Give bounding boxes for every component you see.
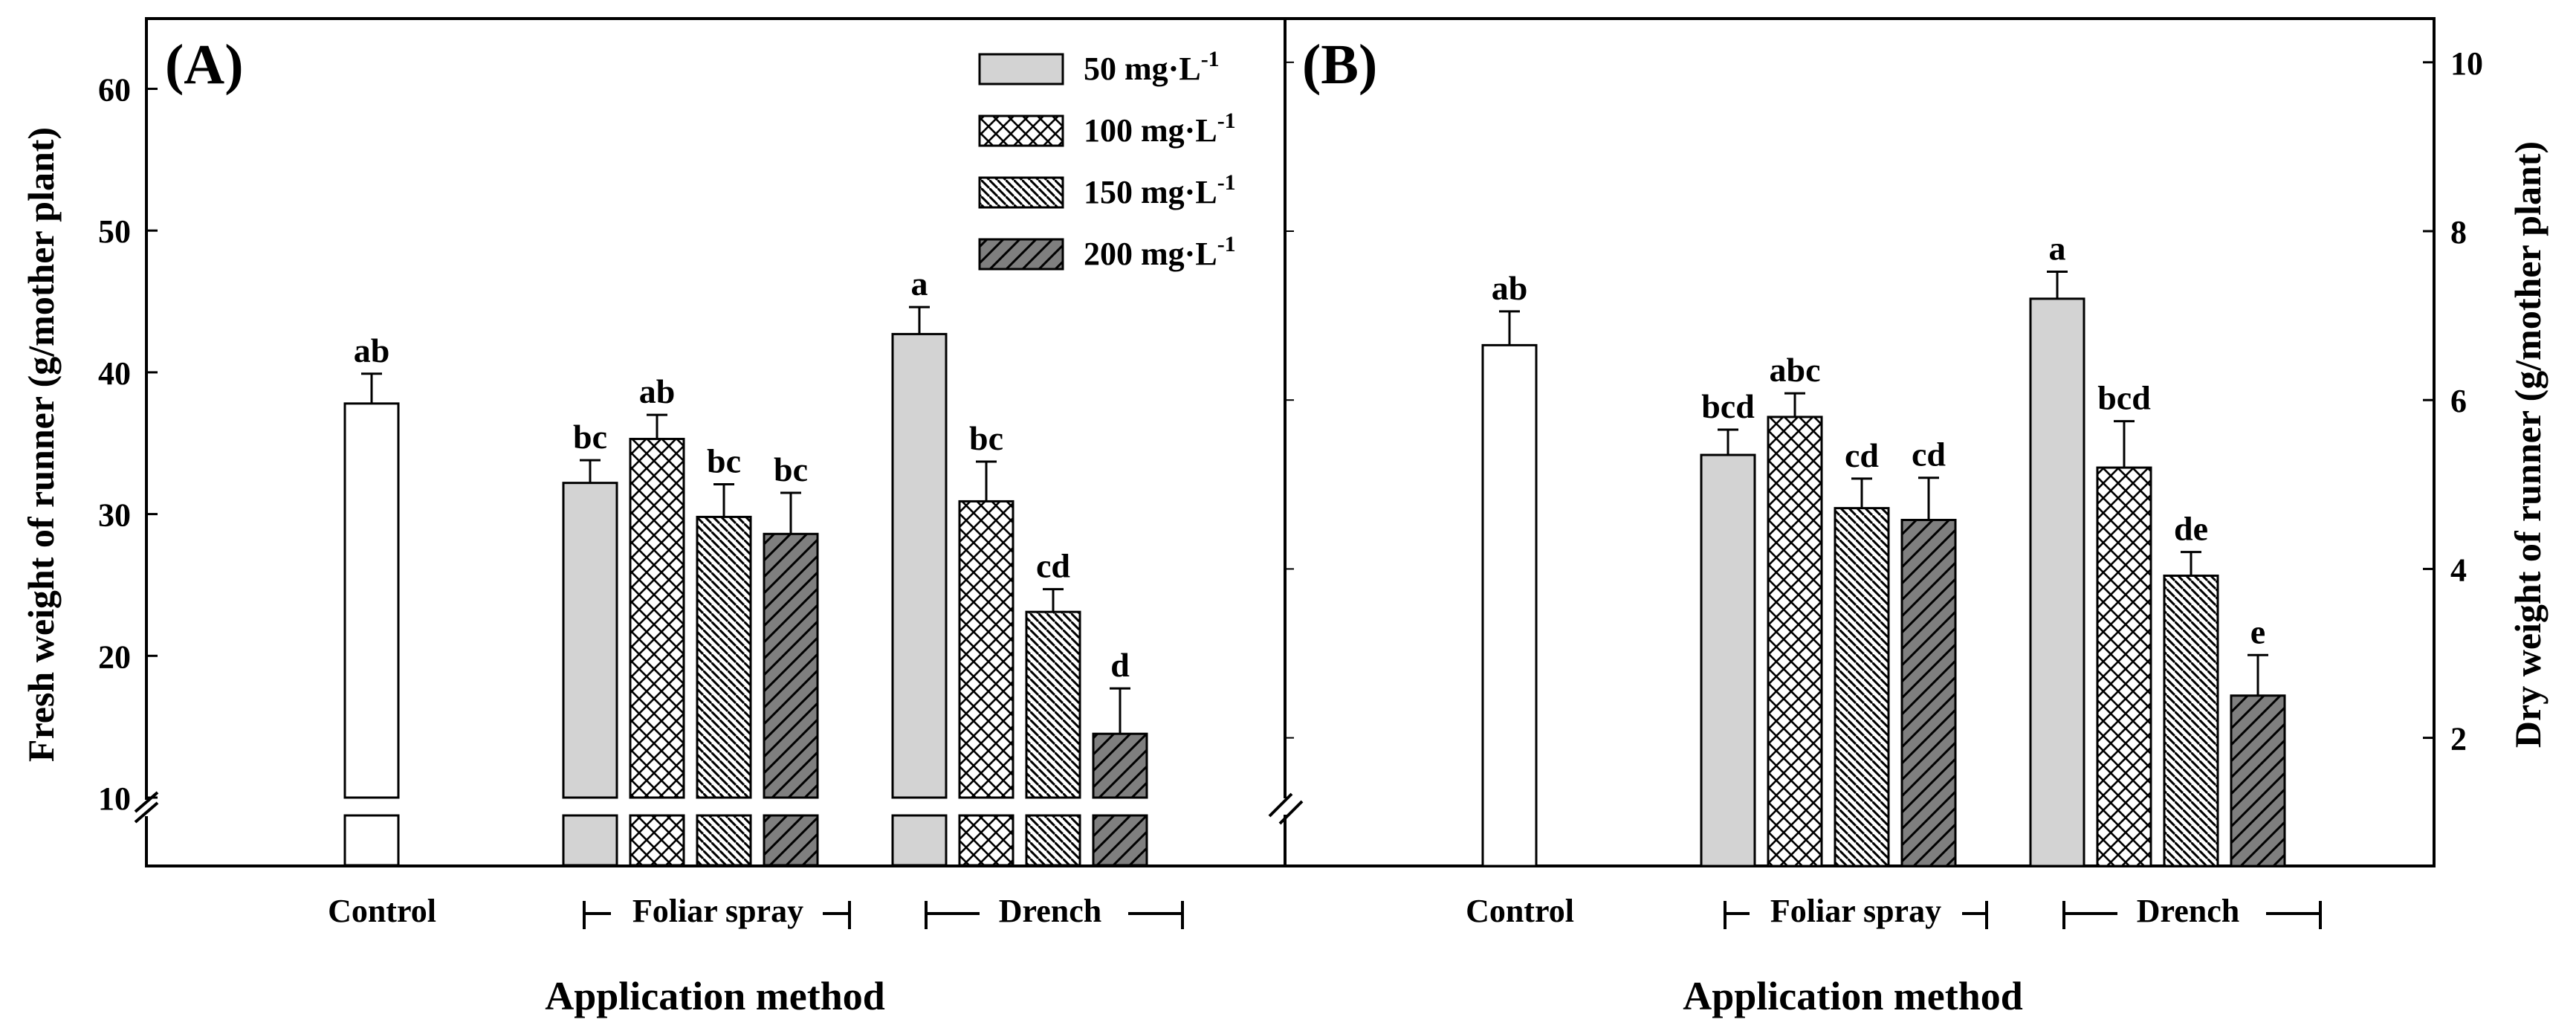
bar <box>1092 732 1148 799</box>
significance-letter: a <box>911 265 928 303</box>
bar <box>1025 610 1081 799</box>
bar <box>1767 416 1823 867</box>
bar <box>1481 343 1538 867</box>
significance-letter: abc <box>1770 351 1821 389</box>
panel-b-x-axis: Control Foliar spray Drench <box>1466 893 2322 929</box>
legend-label: 50 mg·L-1 <box>1084 47 1220 87</box>
panel-b-x-label: Application method <box>1683 974 2023 1018</box>
bar-stub <box>1092 814 1148 867</box>
legend-label: 150 mg·L-1 <box>1084 170 1236 210</box>
x-group-label: Foliar spray <box>632 893 803 929</box>
group-bracket <box>1724 901 1988 929</box>
legend-swatch <box>978 176 1064 209</box>
panel-a-y-axis: 10 20 30 40 50 60 <box>98 72 159 824</box>
x-group-label: Drench <box>2137 893 2240 929</box>
legend-swatch <box>978 238 1064 271</box>
significance-letter: bcd <box>1701 387 1755 425</box>
panel-a-y-label: Fresh weight of runner (g/mother plant) <box>20 127 62 762</box>
x-group-label: Drench <box>999 893 1102 929</box>
panel-b-y-label: Dry weight of runner (g/mother plant) <box>2507 141 2549 748</box>
bar-stub <box>958 814 1014 867</box>
significance-letter: d <box>1110 646 1130 684</box>
y-axis-break-mark <box>134 791 159 824</box>
panel-b-label: (B) <box>1302 33 1377 96</box>
panel-b-y-axis: 2 4 6 8 10 <box>1285 45 2483 757</box>
significance-letter: bc <box>707 442 741 480</box>
y-tick-label: 40 <box>98 355 131 392</box>
bar <box>1834 507 1890 867</box>
significance-letter: de <box>2174 510 2208 548</box>
y-tick-label: 30 <box>98 497 131 534</box>
bar <box>2029 297 2085 867</box>
y-tick-label: 50 <box>98 213 131 250</box>
significance-letter: cd <box>1912 436 1946 474</box>
significance-letter: bc <box>969 419 1003 457</box>
bar <box>562 482 618 799</box>
significance-letter: ab <box>354 332 390 369</box>
y-tick-label: 2 <box>2450 721 2467 757</box>
significance-letter: bc <box>774 450 808 488</box>
y-tick-label: 60 <box>98 72 131 109</box>
significance-letter: cd <box>1845 436 1879 474</box>
panel-a-x-axis: Control Foliar spray Drench <box>328 893 1184 929</box>
bar <box>763 532 819 799</box>
bar <box>2096 466 2152 867</box>
bar <box>2230 694 2286 867</box>
panel-a-x-label: Application method <box>545 974 885 1018</box>
significance-letter: e <box>2250 613 2265 650</box>
significance-letter: bc <box>573 418 607 456</box>
bar <box>958 500 1014 799</box>
group-bracket <box>583 901 851 929</box>
y-tick-label: 10 <box>98 780 131 817</box>
group-bracket <box>2062 901 2322 929</box>
bar <box>696 515 752 799</box>
significance-letter: cd <box>1036 547 1070 585</box>
significance-letter: ab <box>1492 269 1528 307</box>
bar <box>2163 574 2219 867</box>
x-group-label: Control <box>328 893 436 929</box>
legend-label: 100 mg·L-1 <box>1084 109 1236 149</box>
x-group-label: Foliar spray <box>1770 893 1941 929</box>
significance-letter: ab <box>639 372 676 410</box>
bar <box>1900 519 1957 867</box>
y-tick-label: 20 <box>98 639 131 675</box>
significance-letter: a <box>2049 230 2066 268</box>
bar <box>629 438 685 799</box>
y-tick-label: 8 <box>2450 214 2467 251</box>
legend-label: 200 mg·L-1 <box>1084 232 1236 272</box>
bar <box>891 332 948 799</box>
group-bracket <box>925 901 1184 929</box>
bar-stub <box>891 814 948 867</box>
y-tick-label: 4 <box>2450 552 2467 588</box>
bar-stub <box>562 814 618 867</box>
panel-a-legend: 50 mg·L-1 100 mg·L-1 150 mg·L-1 200 mg·L-1 <box>978 47 1236 272</box>
bar-stub <box>763 814 819 867</box>
x-group-label: Control <box>1466 893 1574 929</box>
significance-letter: bcd <box>2097 379 2151 417</box>
bar <box>343 402 400 799</box>
y-tick-label: 6 <box>2450 383 2467 419</box>
legend-swatch <box>978 53 1064 85</box>
bar-stub <box>629 814 685 867</box>
panel-b: (B) 2 4 6 8 10 Dry weight of runner (g/mothe… <box>1284 17 2549 1018</box>
y-tick-label: 10 <box>2450 45 2483 82</box>
axis-break-mark <box>1263 792 1307 825</box>
panel-a: (A) 10 20 30 40 50 60 Fresh weight of runner … <box>20 17 1287 1018</box>
panel-a-label: (A) <box>165 33 244 96</box>
bar <box>1700 453 1756 867</box>
legend-swatch <box>978 114 1064 147</box>
bar-stub <box>1025 814 1081 867</box>
bar-stub <box>696 814 752 867</box>
bar-stub <box>343 814 400 867</box>
